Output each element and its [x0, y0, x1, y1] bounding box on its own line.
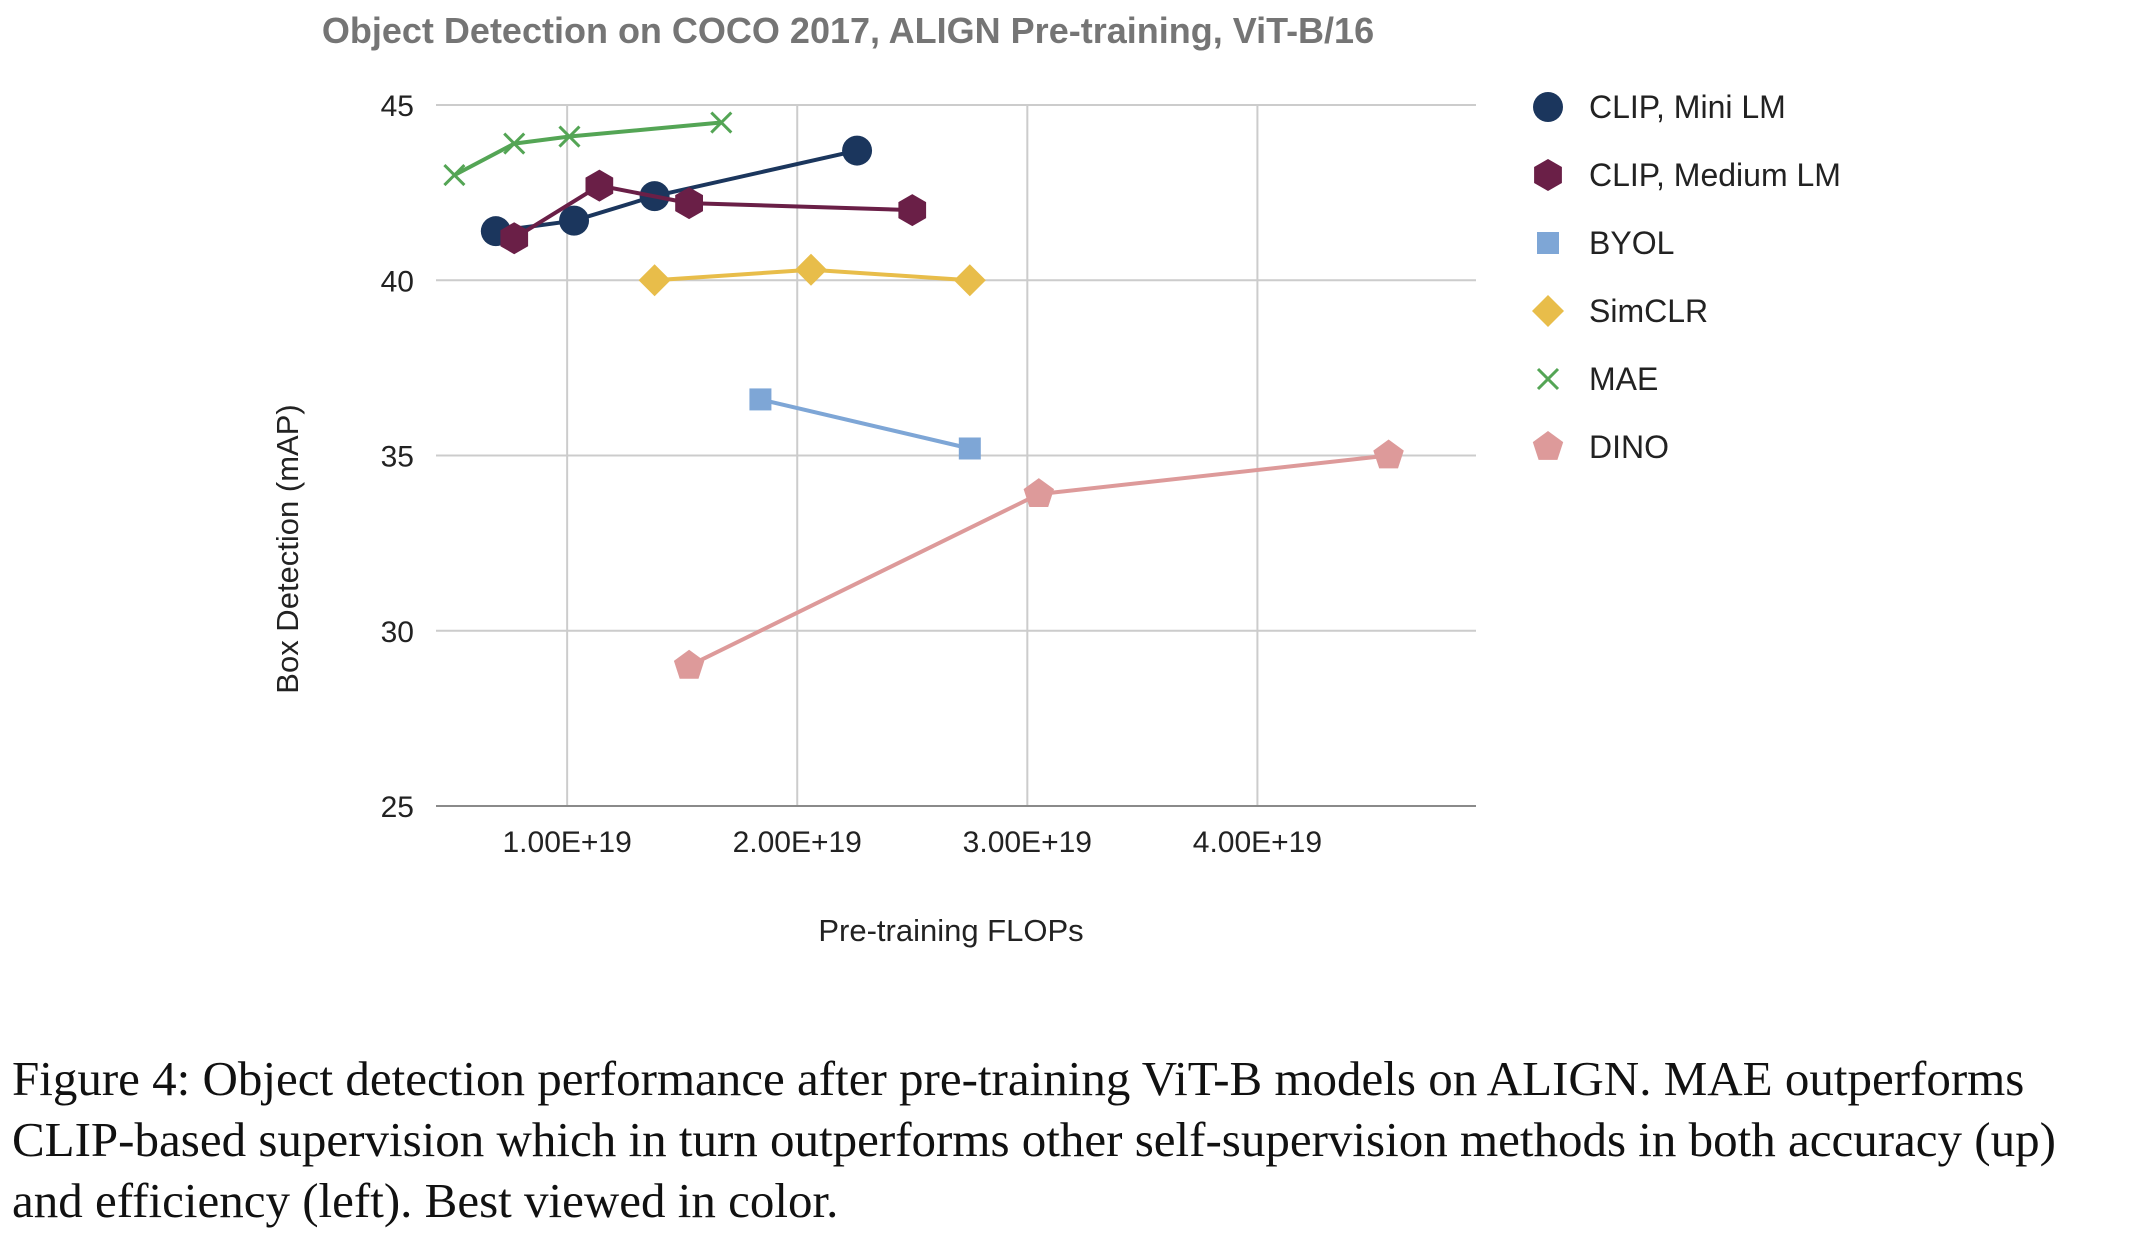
- data-point-dino: [1023, 478, 1054, 507]
- data-point-byol: [749, 388, 772, 411]
- x-tick-label: 1.00E+19: [503, 826, 632, 859]
- data-point-mae: [710, 111, 733, 134]
- legend-label: SimCLR: [1589, 293, 1708, 329]
- y-tick-label: 25: [381, 791, 414, 824]
- legend-label: MAE: [1589, 361, 1658, 397]
- chart: Object Detection on COCO 2017, ALIGN Pre…: [270, 10, 1841, 948]
- y-tick-labels: 25 30 35 40 45: [381, 90, 414, 824]
- legend-marker-clip-mini-lm: [1533, 92, 1563, 122]
- series-clip-medium-lm: [500, 169, 927, 255]
- data-point-mae: [443, 164, 466, 187]
- legend-marker-clip-medium-lm: [1534, 159, 1562, 191]
- series-clip-mini-lm: [480, 135, 873, 247]
- series-line-clip-mini-lm: [495, 148, 858, 234]
- legend-label: BYOL: [1589, 225, 1674, 261]
- y-axis-label: Box Detection (mAP): [270, 404, 305, 693]
- x-tick-label: 3.00E+19: [963, 826, 1092, 859]
- data-point-clip-medium-lm: [675, 187, 703, 220]
- legend-marker-dino: [1532, 431, 1564, 460]
- x-tick-label: 2.00E+19: [733, 826, 862, 859]
- series-line-clip-medium-lm: [513, 183, 913, 240]
- x-tick-label: 4.00E+19: [1193, 826, 1322, 859]
- data-point-clip-medium-lm: [500, 222, 529, 255]
- data-series: [443, 111, 1404, 679]
- legend-item-mae: MAE: [1536, 361, 1658, 397]
- data-point-clip-mini-lm: [559, 205, 590, 236]
- series-byol: [749, 388, 981, 460]
- legend-label: CLIP, Medium LM: [1589, 157, 1841, 193]
- legend-item-simclr: SimCLR: [1532, 293, 1708, 329]
- x-axis-label: Pre-training FLOPs: [818, 913, 1083, 948]
- x-tick-labels: 1.00E+19 2.00E+19 3.00E+19 4.00E+19: [503, 826, 1323, 859]
- legend-item-clip-mini-lm: CLIP, Mini LM: [1533, 89, 1786, 125]
- series-simclr: [638, 253, 986, 297]
- data-point-simclr: [638, 264, 671, 297]
- y-tick-label: 45: [381, 90, 414, 123]
- data-point-clip-mini-lm: [842, 135, 873, 166]
- y-tick-label: 35: [381, 441, 414, 474]
- data-point-simclr: [953, 264, 986, 297]
- legend-item-byol: BYOL: [1537, 225, 1674, 261]
- legend-label: CLIP, Mini LM: [1589, 89, 1786, 125]
- data-point-dino: [1373, 439, 1404, 469]
- series-mae: [443, 111, 733, 187]
- figure-caption: Figure 4: Object detection performance a…: [12, 1051, 2056, 1228]
- data-point-dino: [673, 649, 705, 679]
- y-tick-label: 40: [381, 265, 414, 298]
- data-point-byol: [958, 437, 981, 460]
- legend-item-dino: DINO: [1532, 429, 1669, 465]
- gridlines: [436, 104, 1476, 807]
- legend-marker-byol: [1537, 232, 1559, 254]
- data-point-simclr: [795, 253, 827, 286]
- legend-label: DINO: [1589, 429, 1669, 465]
- chart-title: Object Detection on COCO 2017, ALIGN Pre…: [322, 10, 1374, 51]
- legend-marker-simclr: [1532, 295, 1564, 327]
- series-dino: [673, 439, 1404, 679]
- data-point-mae: [503, 132, 526, 155]
- legend-marker-mae: [1536, 367, 1560, 391]
- series-line-mae: [453, 120, 722, 177]
- data-point-mae: [558, 125, 581, 148]
- data-point-clip-medium-lm: [585, 169, 614, 202]
- series-line-byol: [759, 397, 971, 451]
- data-point-clip-medium-lm: [898, 194, 927, 227]
- legend: CLIP, Mini LM CLIP, Medium LM BYOL SimCLR MA…: [1532, 89, 1841, 465]
- legend-item-clip-medium-lm: CLIP, Medium LM: [1534, 157, 1841, 193]
- y-tick-label: 30: [381, 616, 414, 649]
